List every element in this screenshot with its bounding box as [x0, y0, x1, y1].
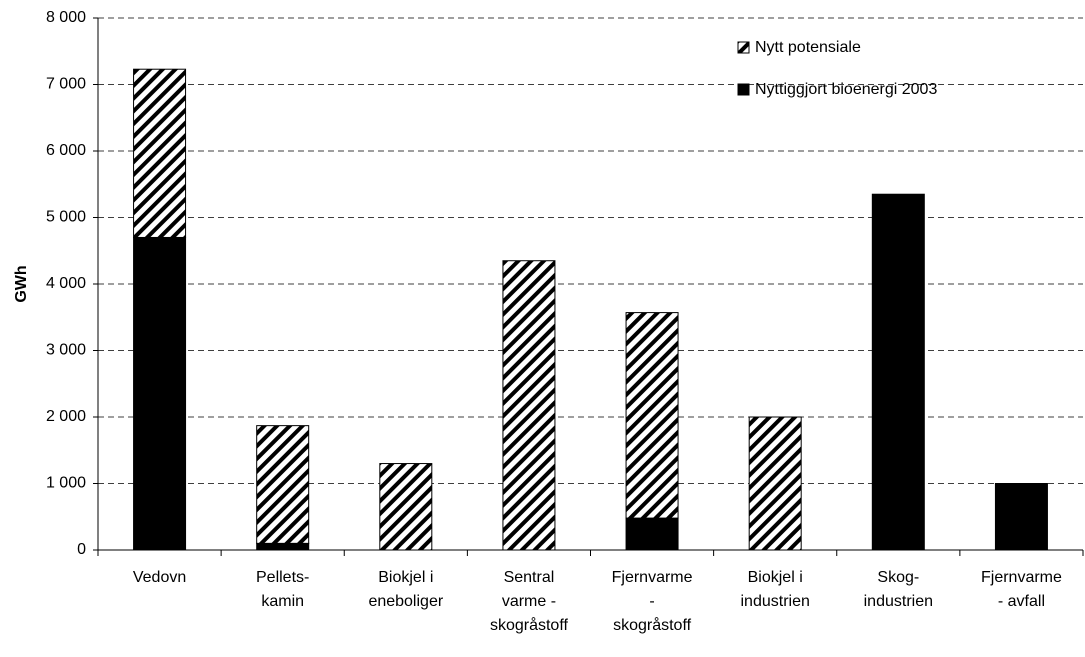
legend-label: Nytt potensiale — [755, 39, 861, 56]
x-tick-label-line: Pellets- — [256, 569, 309, 586]
x-tick-label: Sentral varme - skogråstoff — [490, 569, 569, 634]
x-tick-label: Biokjel i industrien — [741, 569, 810, 610]
x-tick-label-line: Vedovn — [133, 569, 186, 586]
legend-swatch — [737, 83, 750, 96]
x-tick-label-line: - avfall — [998, 593, 1045, 610]
bar-segment — [994, 483, 1048, 551]
x-tick-label: Skog-industrien — [864, 569, 933, 610]
legend-label: Nyttiggjort bioenergi 2003 — [755, 81, 937, 98]
x-tick-label: Fjernvarme - avfall — [981, 569, 1062, 610]
x-tick-label-line: Sentral — [504, 569, 555, 586]
bar-segment — [625, 517, 679, 551]
x-tick-label-line: industrien — [741, 593, 810, 610]
x-tick-label-line: Fjernvarme — [612, 569, 693, 586]
x-tick-label-line: Biokjel i — [378, 569, 433, 586]
bar-segment — [625, 312, 679, 519]
y-tick-label: 6 000 — [46, 142, 86, 159]
bar-segment — [256, 425, 310, 544]
x-tick-label-line: kamin — [261, 593, 304, 610]
bar-segment — [256, 542, 310, 551]
y-tick-label: 1 000 — [46, 475, 86, 492]
y-tick-label: 8 000 — [46, 9, 86, 26]
x-tick-label-line: skogråstoff — [490, 616, 569, 634]
x-tick-label-line: varme - — [502, 593, 556, 610]
x-tick-label-line: eneboliger — [368, 593, 443, 610]
bar-segment — [133, 68, 187, 238]
legend-swatch — [737, 41, 750, 54]
x-tick-label: Pellets-kamin — [256, 569, 309, 610]
x-tick-label: Vedovn — [133, 569, 186, 586]
x-tick-label-line: Skog- — [877, 569, 919, 586]
x-tick-label-line: skogråstoff — [613, 616, 692, 634]
x-tick-label-line: Biokjel i — [748, 569, 803, 586]
bar-segment — [871, 193, 925, 551]
bar-segment — [748, 416, 802, 551]
x-tick-label: Fjernvarme - skogråstoff — [612, 569, 693, 634]
bar-segment — [133, 236, 187, 551]
y-tick-label: 5 000 — [46, 209, 86, 226]
x-tick-label: Biokjel i eneboliger — [368, 569, 443, 610]
x-tick-label-line: - — [649, 593, 654, 610]
bar-segment — [379, 463, 433, 551]
x-tick-label-line: industrien — [864, 593, 933, 610]
y-tick-label: 2 000 — [46, 408, 86, 425]
y-axis-label: GWh — [13, 265, 30, 302]
y-tick-label: 7 000 — [46, 76, 86, 93]
y-tick-label: 3 000 — [46, 342, 86, 359]
x-tick-label-line: Fjernvarme — [981, 569, 1062, 586]
y-tick-label: 4 000 — [46, 275, 86, 292]
y-tick-label: 0 — [77, 541, 86, 558]
bar-segment — [502, 260, 556, 551]
